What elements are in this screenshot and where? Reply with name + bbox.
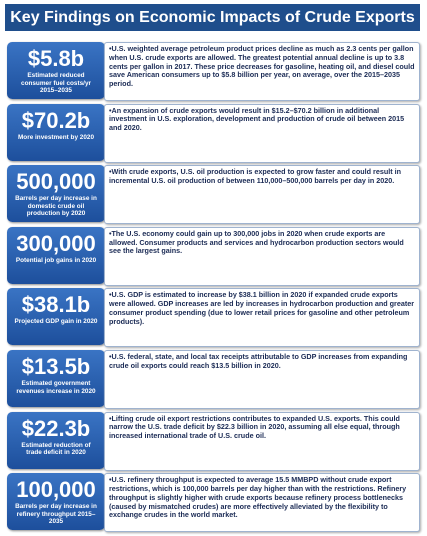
figure-caption: More investment by 2020: [17, 133, 94, 141]
finding-text: •U.S. refinery throughput is expected to…: [104, 473, 420, 533]
title: Key Findings on Economic Impacts of Crud…: [5, 4, 420, 31]
finding-row: $22.3b Estimated reduction of trade defic…: [7, 411, 421, 471]
figure-box: $5.8b Estimated reduced consumer fuel cos…: [7, 42, 105, 99]
figure: $38.1b: [21, 292, 91, 318]
finding-row: 500,000 Barrels per day increase in domes…: [7, 165, 421, 225]
figure-caption: Estimated reduction of trade deficit in …: [21, 441, 91, 457]
finding-row: $70.2b More investment by 2020 •An expansi…: [7, 103, 421, 163]
figure: 300,000: [16, 230, 96, 256]
figure-caption: Barrels per day increase in refinery thr…: [15, 503, 97, 526]
finding-text: •U.S. GDP is estimated to increase by $3…: [104, 288, 420, 348]
figure-caption: Projected GDP gain in 2020: [14, 318, 98, 326]
finding-row: $13.5b Estimated government revenues incr…: [7, 350, 421, 409]
finding-row: $38.1b Projected GDP gain in 2020 •U.S. GD…: [7, 288, 421, 348]
figure-box: $22.3b Estimated reduction of trade defic…: [7, 411, 105, 469]
figure: $22.3b: [21, 415, 91, 441]
figure-caption: Estimated reduced consumer fuel costs/yr…: [21, 72, 91, 94]
figure-box: 500,000 Barrels per day increase in domes…: [7, 165, 105, 223]
finding-text: •An expansion of crude exports would res…: [104, 103, 420, 163]
figure-box: $13.5b Estimated government revenues incr…: [7, 350, 105, 407]
finding-text: •Lifting crude oil export restrictions c…: [104, 411, 420, 471]
finding-text: •The U.S. economy could gain up to 300,0…: [104, 226, 420, 286]
figure: 100,000: [16, 477, 96, 503]
finding-text: •With crude exports, U.S. oil production…: [104, 165, 420, 225]
figure: $13.5b: [21, 354, 91, 379]
finding-row: 300,000 Potential job gains in 2020 •The U…: [7, 226, 421, 286]
figure: $5.8b: [27, 46, 85, 71]
finding-row: 100,000 Barrels per day increase in refin…: [7, 473, 421, 533]
figure-caption: Estimated government revenues increase i…: [16, 380, 96, 395]
figure: $70.2b: [21, 107, 91, 133]
finding-text: •U.S. weighted average petroleum product…: [104, 42, 420, 101]
finding-row: $5.8b Estimated reduced consumer fuel cos…: [7, 42, 421, 101]
figure: 500,000: [16, 169, 96, 195]
finding-text: •U.S. federal, state, and local tax rece…: [104, 350, 420, 409]
figure-caption: Barrels per day increase in domestic cru…: [15, 195, 97, 218]
figure-box: $70.2b More investment by 2020: [7, 103, 105, 161]
figure-box: 100,000 Barrels per day increase in refin…: [7, 473, 105, 531]
figure-caption: Potential job gains in 2020: [15, 256, 97, 264]
figure-box: $38.1b Projected GDP gain in 2020: [7, 288, 105, 346]
figure-box: 300,000 Potential job gains in 2020: [7, 226, 105, 284]
